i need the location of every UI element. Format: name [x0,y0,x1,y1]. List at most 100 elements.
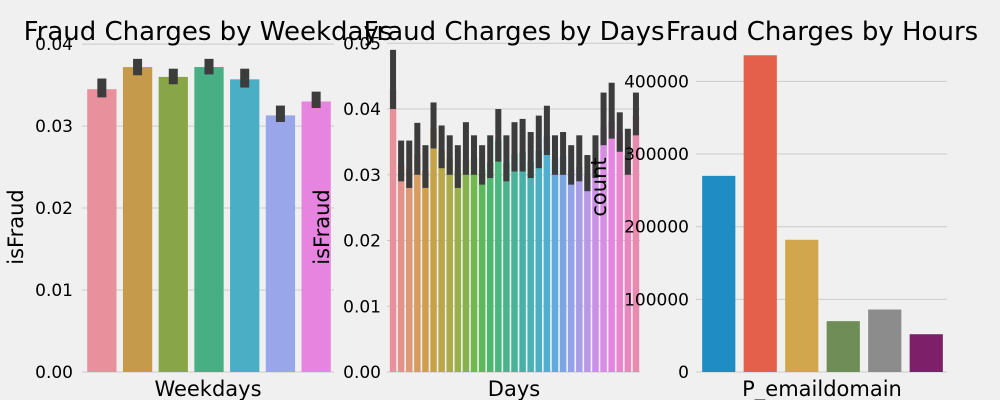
days-bar [406,168,413,372]
days-error-bar [527,132,534,179]
hours-bar [743,55,777,373]
days-bar [519,152,526,372]
hours-y-tick-label: 100000 [624,290,689,310]
days-error-bar [608,82,615,139]
hours-y-tick-label: 0 [678,363,689,383]
days-bar [454,170,462,372]
days-bar [543,136,551,372]
days-error-bar [471,135,478,175]
days-error-bar [430,102,437,149]
days-error-bar [398,140,405,182]
weekdays-y-tick-label: 0.02 [35,199,73,219]
days-bar [535,151,543,372]
weekdays-bar [194,67,224,372]
days-error-bar [479,145,486,185]
days-bar [527,161,534,372]
days-bar [486,162,494,372]
days-bar [584,176,591,372]
days-y-tick-label: 0.05 [343,34,381,54]
days-error-bar [390,49,397,110]
hours-y-tick-label: 300000 [624,145,689,165]
days-chart-title: Fraud Charges by Days [363,17,664,47]
days-y-tick-label: 0.01 [343,297,381,317]
hours-bar [868,309,902,372]
days-error-bar [495,109,502,162]
days-chart: 0.00 0.01 0.02 0.03 0.04 0.05 Fraud Charges b… [310,17,665,400]
days-bar [576,166,583,372]
weekdays-bar [265,115,296,372]
days-error-bar [592,135,599,179]
days-bar [414,154,421,372]
hours-bar [702,175,736,372]
weekdays-bar [230,79,260,372]
weekdays-bars [87,67,331,373]
hours-y-tick-label: 200000 [624,218,689,238]
days-error-bar [584,155,591,192]
days-bar [446,158,453,372]
weekdays-bar [87,89,117,373]
weekdays-error-bar [133,58,143,76]
weekdays-chart-title: Fraud Charges by Weekdays [24,17,393,47]
days-error-bar [535,115,542,169]
days-y-tick-label: 0.03 [343,166,381,186]
hours-bars [702,55,943,373]
days-bar [592,162,599,372]
weekdays-error-bar [168,68,178,85]
days-bar [608,120,615,372]
weekdays-error-bar [311,91,321,109]
days-bar [422,170,429,372]
days-error-bar [462,122,469,175]
days-error-bar [600,92,607,146]
days-error-bar [543,105,550,156]
hours-bar [785,239,819,372]
hours-chart-title: Fraud Charges by Hours [666,17,978,47]
days-bar [600,127,607,372]
days-y-tick-label: 0.00 [343,363,381,383]
hours-bar [826,321,860,372]
weekdays-bar [122,67,153,372]
days-bar [397,164,405,372]
days-error-bar [414,122,421,175]
hours-x-axis-label: P_emaildomain [742,377,902,400]
days-y-ticks: 0.00 0.01 0.02 0.03 0.04 0.05 [343,34,381,383]
days-bar [503,162,510,372]
days-x-axis-label: Days [488,377,540,400]
days-bar [567,169,575,372]
days-error-bar [632,92,639,136]
days-bars [389,89,640,373]
days-bar [462,160,470,372]
weekdays-y-ticks: 0.00 0.01 0.02 0.03 0.04 [35,35,73,383]
weekdays-error-bar [275,105,285,122]
days-bar [559,156,567,372]
days-y-tick-label: 0.02 [343,232,381,252]
weekdays-y-tick-label: 0.04 [35,35,73,55]
hours-gridlines [696,80,947,373]
days-bar [478,169,486,372]
days-error-bar [454,145,461,188]
days-bar [470,158,478,372]
weekdays-bar [301,101,331,373]
days-error-bar [422,145,429,188]
weekdays-chart: 0.00 0.01 0.02 0.03 0.04 Fraud Charges by We… [4,17,392,400]
days-bar [632,115,640,373]
days-error-bar [503,135,510,182]
days-error-bar [560,132,567,175]
hours-y-axis-label: count [587,157,611,216]
weekdays-error-bar [204,58,214,75]
hours-chart: 0 100000 200000 300000 400000 Fraud Charges … [587,17,978,400]
days-error-bar [519,118,526,172]
weekdays-y-tick-label: 0.00 [35,363,73,383]
days-bar [438,151,445,372]
days-bar [495,140,502,372]
hours-bar [909,334,943,372]
weekdays-y-axis-label: isFraud [4,189,28,264]
weekdays-error-bar [97,78,107,98]
weekdays-y-tick-label: 0.01 [35,281,73,301]
days-error-bar [568,145,575,185]
days-y-axis-label: isFraud [310,189,334,264]
days-error-bars [390,49,639,192]
weekdays-bar [158,76,188,372]
weekdays-y-tick-label: 0.03 [35,117,73,137]
days-error-bar [624,128,631,175]
